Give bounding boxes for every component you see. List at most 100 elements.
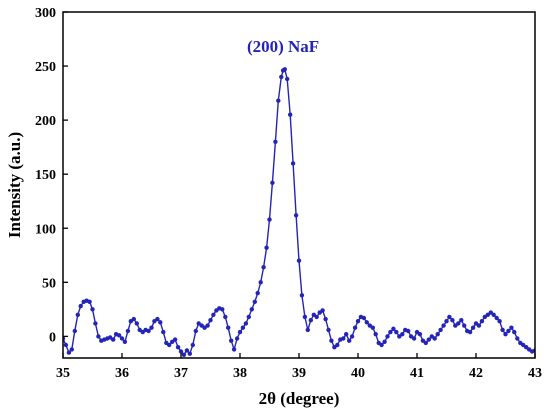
data-point (243, 321, 249, 326)
data-point (347, 338, 352, 343)
data-point (131, 316, 136, 322)
data-point (426, 337, 431, 342)
data-point (255, 290, 260, 296)
data-point (364, 320, 369, 325)
data-point (116, 333, 122, 338)
plot-frame (62, 11, 536, 359)
data-point (509, 325, 514, 330)
data-point (288, 112, 293, 117)
data-point (237, 329, 243, 335)
data-point (308, 318, 313, 323)
x-tick-label: 43 (528, 366, 542, 381)
x-tick-label: 39 (292, 366, 306, 381)
data-point (441, 323, 446, 328)
x-tick-label: 37 (174, 366, 188, 381)
data-point (388, 329, 393, 335)
x-tick-label: 36 (115, 366, 129, 381)
x-tick-label: 40 (351, 366, 365, 381)
data-point (456, 321, 461, 326)
data-point (264, 245, 269, 250)
data-point (87, 299, 92, 304)
data-point (134, 321, 139, 326)
data-point (229, 338, 234, 343)
data-point (285, 76, 290, 82)
data-point (341, 336, 346, 341)
data-point (329, 338, 334, 343)
data-point (78, 303, 83, 309)
data-point (63, 342, 69, 348)
data-point (355, 319, 361, 324)
data-point (175, 345, 181, 350)
y-tick-label: 250 (35, 60, 56, 75)
data-point (66, 350, 72, 355)
data-point (290, 161, 296, 166)
data-point (506, 328, 511, 334)
data-point (96, 334, 101, 339)
data-point (320, 308, 325, 313)
data-point (178, 349, 184, 354)
data-point (149, 325, 154, 330)
data-point (394, 329, 399, 335)
data-point (462, 323, 467, 328)
data-point (258, 280, 263, 285)
data-point (146, 328, 151, 334)
data-point (119, 336, 125, 341)
data-point (240, 325, 246, 330)
data-point (411, 336, 417, 341)
data-point (90, 307, 95, 312)
data-point (267, 217, 272, 222)
data-point (305, 327, 310, 333)
data-point (190, 342, 195, 348)
data-point (279, 74, 284, 80)
data-point (432, 336, 437, 341)
data-point (444, 319, 449, 324)
data-point (296, 258, 302, 263)
data-point (467, 329, 473, 335)
data-point (491, 312, 496, 317)
data-point (323, 316, 328, 322)
data-point (400, 332, 405, 337)
data-point (273, 139, 278, 144)
data-point (231, 347, 237, 352)
data-point (470, 325, 476, 330)
y-tick-label: 100 (35, 222, 56, 237)
data-point (361, 315, 367, 321)
peak-annotation: (200) NaF (247, 37, 319, 56)
data-point (125, 328, 131, 334)
data-point (158, 320, 163, 325)
data-point (193, 328, 198, 334)
data-point (69, 347, 75, 352)
y-tick-label: 150 (35, 168, 56, 183)
data-point (512, 329, 517, 335)
data-point (379, 342, 384, 348)
data-point (276, 98, 281, 103)
data-point (314, 314, 319, 320)
x-axis-title: 2θ (degree) (259, 389, 340, 408)
x-tick-label: 42 (469, 366, 483, 381)
data-point (93, 321, 98, 326)
data-point (349, 334, 355, 339)
x-tick-label: 38 (233, 366, 247, 381)
data-point (75, 312, 81, 317)
data-point (438, 327, 443, 333)
y-axis-title: Intensity (a.u.) (5, 132, 24, 238)
data-point (423, 340, 428, 346)
data-point (406, 328, 411, 334)
data-point (335, 342, 340, 348)
x-tick-label: 41 (410, 366, 424, 381)
data-point (184, 348, 190, 353)
data-point (208, 318, 213, 323)
data-point (282, 67, 287, 72)
data-point (373, 332, 378, 337)
ticks-layer: 35 36 37 38 39 40 41 42 43 0 50 100 150 200 250 300 (35, 6, 542, 381)
data-point (497, 319, 502, 324)
y-tick-label: 300 (35, 6, 56, 21)
data-point (450, 318, 455, 323)
y-tick-label: 50 (42, 276, 56, 291)
data-point (226, 325, 231, 330)
data-point (220, 307, 225, 312)
data-point (293, 213, 299, 218)
y-tick-label: 200 (35, 114, 56, 129)
data-point (326, 327, 331, 333)
